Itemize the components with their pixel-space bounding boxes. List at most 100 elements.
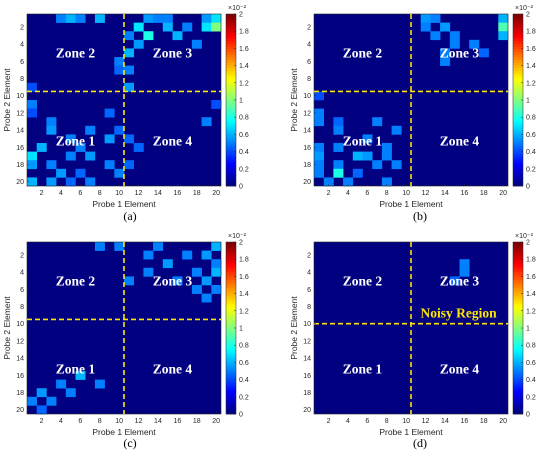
heatmap-cell [440,22,451,32]
colorbar-segment [226,51,236,55]
colorbar-segment [513,143,523,147]
heatmap-cell [391,160,402,170]
colorbar-segment [226,54,236,58]
heatmap-cell [27,82,37,92]
heatmap-cell [314,160,324,170]
colorbar-tick-label: 1.2 [526,80,536,87]
colorbar-segment [513,100,523,104]
zone-label: Zone 2 [343,46,383,61]
colorbar-tick-label: 0.8 [526,343,536,350]
heatmap-cell [362,151,373,161]
colorbar-segment [226,132,236,136]
colorbar-segment [226,287,236,291]
heatmap-cell [27,177,37,187]
colorbar-segment [226,268,236,272]
x-tick-label: 20 [212,190,220,197]
heatmap-cell [381,143,392,152]
heatmap-cell [362,134,373,144]
y-tick-label: 6 [20,59,24,66]
colorbar-segment [513,30,523,34]
colorbar-segment [513,180,523,184]
heatmap-cell [56,379,67,389]
heatmap-cell [314,108,324,118]
heatmap-cell [27,100,37,109]
heatmap-cell [143,31,154,41]
colorbar: 0 0.2 0.4 0.6 0.8 1 1.2 1.4 1.6 1.8 2×10⁻² [512,5,536,191]
zone-label: Zone 2 [56,274,96,289]
colorbar-segment [513,27,523,31]
colorbar-segment [226,255,236,259]
colorbar-segment [513,48,523,53]
heatmap-cell [498,22,509,32]
colorbar-tick-label: 1.8 [526,257,536,264]
colorbar-segment [226,113,236,117]
y-tick-label: 8 [307,304,311,311]
colorbar-segment [513,258,523,262]
colorbar-segment [226,97,236,101]
colorbar-segment [226,62,236,66]
colorbar-tick-label: 0 [526,412,530,419]
colorbar-segment [513,145,523,149]
zone-label: Zone 3 [153,46,193,61]
colorbar-segment [226,140,236,144]
colorbar-segment [226,32,236,36]
colorbar-segment [513,381,523,385]
colorbar-tick-label: 1.6 [526,274,536,281]
colorbar-segment [513,78,523,82]
colorbar-tick-label: 1 [239,326,243,333]
colorbar-segment [226,346,236,350]
heatmap-cell [201,293,212,303]
colorbar-segment [513,137,523,141]
colorbar-segment [226,274,236,278]
heatmap-cell [211,22,222,32]
colorbar-segment [513,293,523,297]
colorbar-segment [226,100,236,104]
colorbar-tick-label: 2 [239,12,243,19]
heatmap-cell [314,143,324,152]
heatmap-cell [65,388,76,398]
colorbar-segment [513,333,523,337]
colorbar-segment [226,319,236,324]
colorbar-segment [226,94,236,98]
colorbar-segment [513,317,523,321]
heatmap-cell [124,134,134,144]
heatmap-cell [314,117,324,127]
colorbar-segment [226,282,236,286]
colorbar-segment [226,35,236,39]
heatmap-cell [153,242,164,251]
heatmap-cell [211,267,222,277]
colorbar-segment [226,137,236,141]
heatmap-cell [381,151,392,161]
colorbar-segment [513,389,523,393]
colorbar-segment [513,357,523,361]
colorbar-segment [226,365,236,369]
heatmap-cell [430,31,441,41]
heatmap-cell [153,14,164,23]
x-tick-label: 18 [480,418,488,425]
colorbar-tick-label: 0 [239,184,243,191]
colorbar-segment [513,365,523,369]
colorbar-segment [226,354,236,358]
heatmap-cell [36,405,47,415]
colorbar-segment [513,46,523,50]
colorbar-segment [226,78,236,82]
colorbar-segment [513,276,523,281]
heatmap-cell [478,48,489,58]
colorbar-segment [513,102,523,106]
colorbar-segment [226,357,236,361]
y-tick-label: 14 [303,356,311,363]
colorbar-segment [513,255,523,259]
colorbar-segment [226,89,236,93]
colorbar-segment [513,169,523,173]
x-tick-label: 20 [499,418,507,425]
colorbar-segment [513,16,523,20]
colorbar-segment [226,177,236,182]
colorbar-segment [226,298,236,302]
x-tick-label: 16 [460,418,468,425]
colorbar-segment [226,75,236,79]
zone-label: Zone 3 [440,46,480,61]
colorbar-exponent: ×10⁻² [515,5,534,12]
heatmap-cell [124,276,134,286]
zone-label: Zone 1 [56,133,96,148]
colorbar-segment [226,279,236,283]
